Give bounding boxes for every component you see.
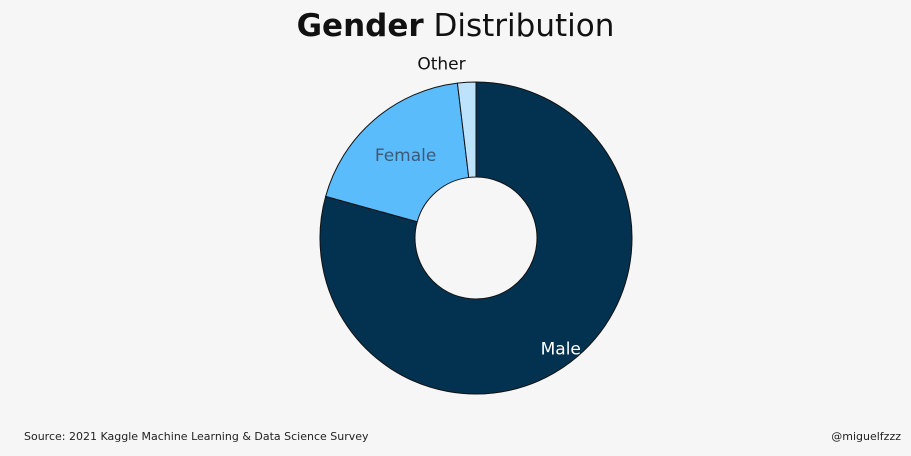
- chart-title-bold: Gender: [296, 8, 424, 44]
- label-female: Female: [375, 146, 436, 166]
- chart-title: Gender Distribution: [0, 8, 911, 44]
- source-note: Source: 2021 Kaggle Machine Learning & D…: [24, 430, 369, 443]
- slices-group: [319, 81, 633, 395]
- slice-other: [456, 81, 477, 178]
- label-male: Male: [541, 339, 581, 359]
- slice-male: [319, 81, 633, 395]
- credit-handle: @miguelfzzz: [831, 430, 901, 443]
- slice-female: [325, 82, 470, 223]
- labels-group: Male Female Other: [375, 54, 581, 359]
- chart-title-rest: Distribution: [433, 8, 615, 44]
- label-other: Other: [417, 54, 465, 74]
